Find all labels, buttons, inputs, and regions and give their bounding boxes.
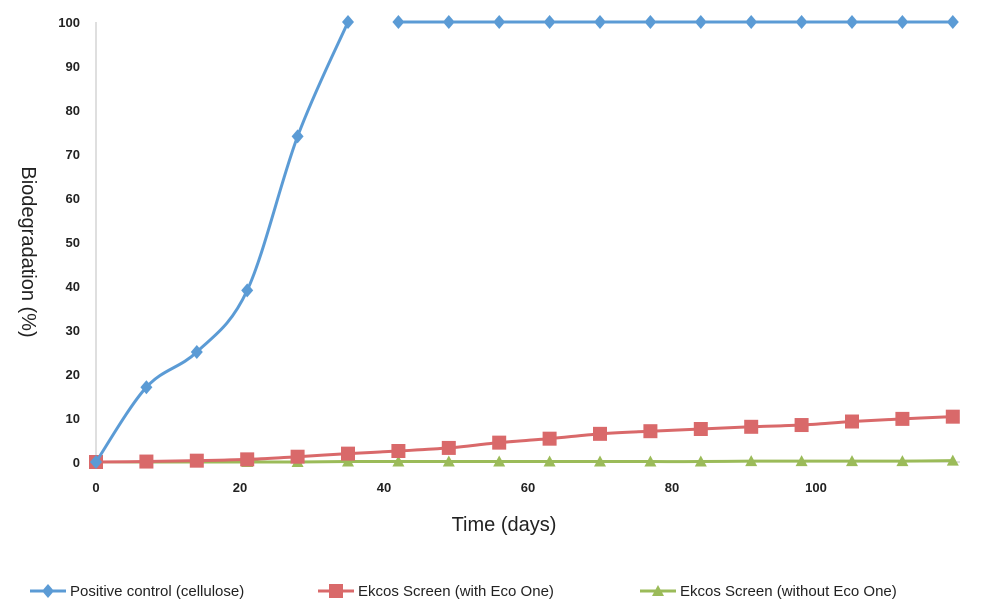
- data-point: [140, 380, 153, 395]
- data-point: [896, 15, 909, 29]
- series-layer: [89, 15, 960, 469]
- data-point: [543, 15, 556, 29]
- legend-item: Positive control (cellulose): [30, 583, 244, 600]
- data-point: [895, 411, 910, 426]
- data-point: [896, 455, 909, 467]
- legend: Positive control (cellulose) Ekcos Screen…: [30, 583, 897, 600]
- y-tick-label: 10: [66, 411, 80, 426]
- data-point: [846, 455, 858, 467]
- data-point: [342, 15, 354, 29]
- data-point: [442, 455, 455, 467]
- y-tick-label: 0: [73, 455, 80, 470]
- x-tick-labels: 0 20 40 60 80 100: [92, 480, 826, 495]
- data-point: [392, 455, 405, 467]
- data-point: [744, 419, 759, 434]
- x-tick-label: 80: [665, 480, 679, 495]
- data-point: [442, 15, 455, 29]
- data-point: [946, 454, 959, 466]
- data-point: [290, 449, 305, 464]
- y-axis-title: Biodegradation (%): [17, 166, 39, 337]
- y-tick-labels: 0 10 20 30 40 50 60 70 80 90 100: [58, 15, 80, 470]
- data-point: [945, 409, 960, 424]
- y-tick-label: 70: [66, 147, 80, 162]
- x-tick-label: 100: [805, 480, 827, 495]
- data-point: [745, 15, 758, 29]
- x-axis-title: Time (days): [452, 514, 557, 536]
- data-point: [542, 431, 557, 446]
- data-point: [189, 453, 204, 468]
- series-line: [94, 20, 350, 464]
- y-tick-label: 50: [66, 235, 80, 250]
- legend-label: Ekcos Screen (with Eco One): [358, 583, 554, 600]
- data-point: [845, 414, 859, 429]
- x-tick-label: 20: [233, 480, 247, 495]
- data-point: [795, 15, 808, 29]
- data-point: [240, 452, 255, 467]
- y-tick-label: 30: [66, 323, 80, 338]
- y-tick-label: 80: [66, 103, 80, 118]
- data-point: [493, 455, 506, 467]
- data-point: [846, 15, 858, 29]
- x-tick-label: 60: [521, 480, 535, 495]
- data-point: [441, 440, 456, 455]
- data-point: [643, 424, 658, 439]
- data-point: [794, 418, 809, 433]
- data-point: [492, 435, 507, 450]
- y-tick-label: 40: [66, 279, 80, 294]
- data-point: [493, 15, 506, 29]
- y-tick-label: 60: [66, 191, 80, 206]
- data-point: [745, 455, 758, 467]
- legend-item: Ekcos Screen (without Eco One): [640, 583, 897, 600]
- data-point: [139, 454, 154, 469]
- data-point: [594, 15, 606, 29]
- data-point: [946, 15, 959, 29]
- legend-item: Ekcos Screen (with Eco One): [318, 583, 554, 600]
- legend-swatch-marker: [329, 584, 343, 598]
- x-tick-label: 40: [377, 480, 391, 495]
- data-point: [593, 426, 607, 441]
- y-tick-label: 100: [58, 15, 80, 30]
- data-point: [694, 455, 707, 467]
- y-tick-label: 20: [66, 367, 80, 382]
- data-point: [241, 283, 254, 298]
- series-line: [94, 415, 955, 464]
- axes: [95, 22, 960, 463]
- data-point: [190, 345, 203, 359]
- data-point: [291, 129, 304, 144]
- legend-swatch-marker: [42, 584, 54, 598]
- data-point: [693, 422, 708, 436]
- data-point: [543, 455, 556, 467]
- data-point: [342, 455, 354, 467]
- data-point: [694, 15, 707, 29]
- y-tick-label: 90: [66, 59, 80, 74]
- data-point: [392, 15, 405, 29]
- data-point: [644, 15, 657, 29]
- data-point: [594, 455, 606, 467]
- legend-swatch-marker: [652, 585, 664, 596]
- data-point: [391, 444, 406, 458]
- legend-label: Ekcos Screen (without Eco One): [680, 583, 897, 600]
- legend-label: Positive control (cellulose): [70, 583, 244, 600]
- data-point: [90, 455, 102, 469]
- x-tick-label: 0: [92, 480, 99, 495]
- data-point: [795, 455, 808, 467]
- series-1: [90, 15, 959, 469]
- data-point: [644, 455, 657, 467]
- data-point: [341, 446, 355, 461]
